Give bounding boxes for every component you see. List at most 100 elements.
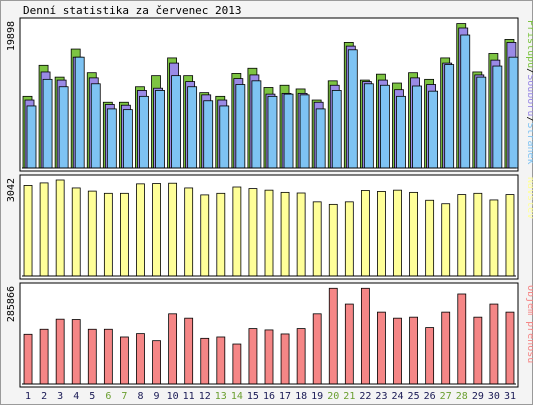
bar-stranky-day-21 (347, 49, 358, 169)
bar-prenos-day-16 (264, 329, 274, 385)
bar-navstevy-day-31 (505, 194, 515, 277)
bar-navstevy-day-16 (264, 189, 274, 277)
day-label-17: 17 (279, 391, 291, 402)
day-label-27: 27 (440, 391, 452, 402)
bar-prenos-day-7 (120, 336, 129, 385)
day-label-13: 13 (215, 391, 227, 402)
legend-item-navstevy: Návštěv (525, 177, 533, 219)
chart-title: Denní statistika za červenec 2013 (23, 4, 242, 17)
bar-stranky-day-29 (476, 76, 487, 169)
day-label-2: 2 (41, 391, 47, 402)
bar-prenos-day-2 (39, 328, 49, 385)
bar-prenos-day-30 (489, 303, 499, 385)
bar-stranky-day-5 (90, 83, 101, 169)
bar-stranky-day-28 (460, 34, 471, 169)
bar-navstevy-day-21 (344, 201, 354, 277)
bar-navstevy-day-11 (184, 187, 194, 277)
bar-prenos-day-9 (152, 340, 161, 385)
bar-stranky-day-26 (428, 90, 439, 169)
bar-stranky-day-1 (26, 105, 37, 169)
bar-navstevy-day-22 (360, 190, 370, 277)
bar-stranky-day-22 (363, 83, 374, 169)
day-label-22: 22 (359, 391, 371, 402)
bar-navstevy-day-8 (136, 183, 145, 277)
day-label-4: 4 (73, 391, 79, 402)
bar-navstevy-day-10 (168, 182, 178, 277)
bar-prenos-day-10 (168, 313, 178, 385)
bar-prenos-day-24 (393, 317, 402, 385)
legend-separator: / (525, 68, 533, 74)
bar-prenos-day-13 (216, 336, 226, 385)
bar-stranky-day-3 (58, 86, 69, 169)
bar-navstevy-day-1 (23, 185, 33, 277)
bar-prenos-day-14 (232, 343, 242, 385)
bar-navstevy-day-6 (103, 192, 113, 277)
bar-stranky-day-18 (299, 94, 310, 169)
bar-prenos-day-26 (425, 327, 435, 385)
bar-prenos-day-28 (457, 293, 467, 385)
bar-stranky-day-11 (187, 86, 198, 169)
bar-navstevy-day-26 (425, 199, 435, 277)
bar-navstevy-day-24 (393, 189, 402, 277)
day-label-28: 28 (456, 391, 468, 402)
bar-prenos-day-25 (409, 316, 418, 385)
legend-visits: Návštěv (525, 177, 533, 219)
legend-transfer: Objem přenosu (525, 285, 533, 363)
day-label-12: 12 (199, 391, 211, 402)
day-label-21: 21 (343, 391, 355, 402)
day-label-18: 18 (295, 391, 307, 402)
bar-navstevy-day-23 (377, 191, 386, 277)
bar-navstevy-day-20 (328, 203, 338, 277)
bar-navstevy-day-9 (152, 183, 161, 277)
day-label-19: 19 (311, 391, 323, 402)
day-label-7: 7 (121, 391, 127, 402)
legend-item-pristupy: Přístupů (525, 20, 533, 68)
bar-navstevy-day-3 (55, 179, 65, 277)
bar-stranky-day-6 (106, 108, 117, 169)
day-label-30: 30 (488, 391, 500, 402)
bar-stranky-day-9 (155, 90, 165, 169)
bar-prenos-day-15 (248, 328, 258, 385)
day-label-29: 29 (472, 391, 484, 402)
bar-navstevy-day-17 (280, 191, 290, 277)
day-label-11: 11 (183, 391, 195, 402)
bar-prenos-day-1 (23, 333, 33, 385)
day-label-5: 5 (89, 391, 95, 402)
bar-stranky-day-23 (380, 84, 390, 169)
day-label-10: 10 (167, 391, 179, 402)
bar-navstevy-day-25 (409, 191, 418, 277)
bar-stranky-day-7 (122, 109, 133, 169)
y-max-label-visits: 3042 (6, 178, 17, 202)
day-label-1: 1 (25, 391, 31, 402)
bar-prenos-day-3 (55, 318, 65, 385)
bar-prenos-day-23 (377, 311, 386, 385)
bar-stranky-day-16 (267, 95, 278, 169)
bar-stranky-day-31 (508, 56, 519, 169)
bar-navstevy-day-14 (232, 186, 242, 277)
legend-item-prenos: Objem přenosu (525, 285, 533, 363)
legend-hits_files_pages: Přístupů/Souborů/Stránek (525, 20, 533, 165)
bar-prenos-day-4 (71, 319, 81, 385)
bar-navstevy-day-2 (39, 182, 49, 277)
bar-stranky-day-15 (251, 80, 262, 169)
day-label-15: 15 (247, 391, 259, 402)
bar-navstevy-day-7 (120, 192, 129, 277)
bar-navstevy-day-29 (473, 192, 483, 277)
day-label-3: 3 (57, 391, 63, 402)
bar-prenos-day-21 (344, 303, 354, 385)
bar-stranky-day-8 (139, 95, 149, 169)
bar-stranky-day-2 (42, 78, 53, 169)
bar-navstevy-day-30 (489, 199, 499, 277)
y-max-label-hits_files_pages: 19898 (6, 21, 17, 51)
bar-prenos-day-19 (312, 313, 322, 385)
bar-stranky-day-17 (283, 93, 294, 169)
bar-stranky-day-24 (396, 95, 406, 169)
day-label-9: 9 (154, 391, 160, 402)
day-label-20: 20 (327, 391, 339, 402)
day-label-24: 24 (391, 391, 403, 402)
bar-navstevy-day-28 (457, 194, 467, 277)
day-label-8: 8 (137, 391, 143, 402)
bar-prenos-day-17 (280, 333, 290, 385)
